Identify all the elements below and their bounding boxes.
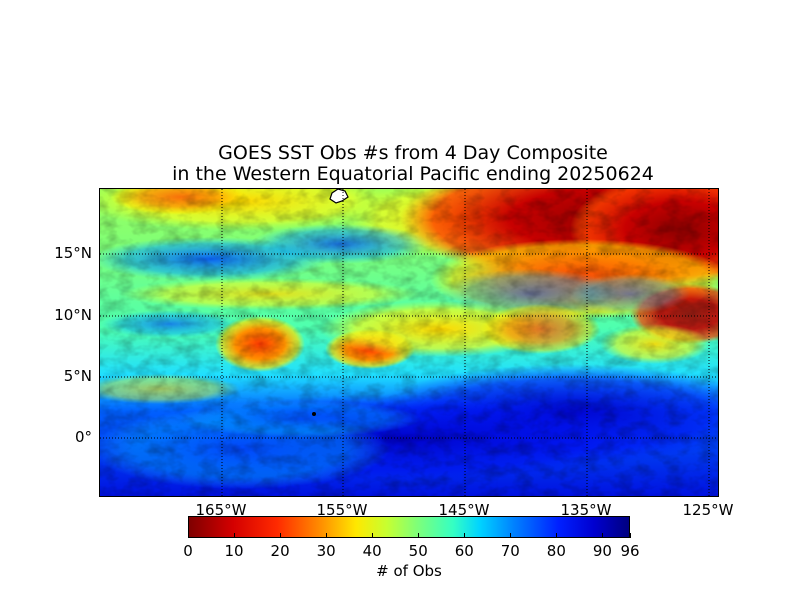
colorbar-tickmark — [510, 533, 511, 538]
colorbar-tick-80: 80 — [546, 542, 566, 560]
small-island — [312, 412, 316, 416]
colorbar-tick-30: 30 — [316, 542, 336, 560]
colorbar-tick-96: 96 — [620, 542, 640, 560]
lon-label-155w: 155°W — [316, 501, 368, 519]
colorbar-tick-40: 40 — [362, 542, 382, 560]
colorbar-tick-10: 10 — [224, 542, 244, 560]
colorbar-tickmark — [464, 533, 465, 538]
colorbar-label: # of Obs — [376, 562, 442, 580]
lon-label-135w: 135°W — [560, 501, 612, 519]
lon-label-165w: 165°W — [195, 501, 247, 519]
map-title-line-1: GOES SST Obs #s from 4 Day Composite — [218, 142, 608, 164]
colorbar-tick-70: 70 — [500, 542, 520, 560]
sst-obs-field — [100, 189, 718, 496]
colorbar-tickmark — [234, 533, 235, 538]
colorbar-tick-0: 0 — [183, 542, 193, 560]
map-area — [99, 188, 719, 497]
lon-label-125w: 125°W — [682, 501, 734, 519]
colorbar-tickmark — [602, 533, 603, 538]
map-title-line-2: in the Western Equatorial Pacific ending… — [172, 163, 654, 185]
lat-label-0: 0° — [74, 428, 92, 446]
lat-label-15n: 15°N — [54, 244, 92, 262]
lat-label-5n: 5°N — [63, 367, 92, 385]
colorbar-tick-60: 60 — [454, 542, 474, 560]
colorbar-tick-50: 50 — [408, 542, 428, 560]
colorbar-tickmark — [326, 533, 327, 538]
colorbar-tickmark — [188, 533, 189, 538]
lon-label-145w: 145°W — [438, 501, 490, 519]
colorbar-tickmark — [556, 533, 557, 538]
gridlines — [100, 189, 718, 496]
colorbar-tick-90: 90 — [592, 542, 612, 560]
colorbar-tick-20: 20 — [270, 542, 290, 560]
colorbar-tickmark — [630, 533, 631, 538]
lat-label-10n: 10°N — [54, 306, 92, 324]
colorbar-tickmark — [418, 533, 419, 538]
colorbar — [188, 516, 630, 538]
colorbar-tickmark — [372, 533, 373, 538]
colorbar-tickmark — [280, 533, 281, 538]
